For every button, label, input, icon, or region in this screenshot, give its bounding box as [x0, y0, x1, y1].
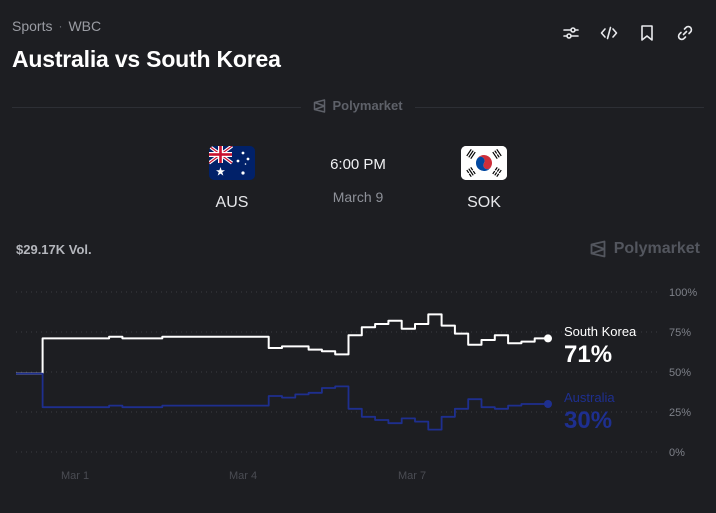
- x-tick-label: Mar 7: [398, 470, 426, 482]
- team-home[interactable]: AUS: [192, 146, 272, 212]
- south-korea-flag-icon: [461, 146, 507, 180]
- y-tick-label: 100%: [669, 287, 697, 299]
- series-line: [16, 313, 548, 375]
- match-time: 6:00 PM: [330, 156, 386, 173]
- australia-flag-icon: [209, 146, 255, 180]
- bookmark-button[interactable]: [636, 22, 658, 44]
- x-tick-label: Mar 4: [229, 470, 257, 482]
- breadcrumb: Sports · WBC: [12, 18, 101, 34]
- bookmark-icon: [641, 25, 653, 41]
- polymarket-brand-label: Polymarket: [332, 98, 403, 113]
- embed-button[interactable]: [598, 22, 620, 44]
- volume-label: $29.17K Vol.: [16, 242, 92, 257]
- copy-link-button[interactable]: [674, 22, 696, 44]
- series-name-label: South Korea: [564, 324, 637, 339]
- match-date: March 9: [332, 189, 384, 205]
- toolbar: [560, 22, 696, 44]
- x-tick-label: Mar 1: [61, 470, 89, 482]
- series-name-label: Australia: [564, 390, 615, 405]
- y-tick-label: 50%: [669, 367, 691, 379]
- price-chart[interactable]: 100% 75% 50% 25% 0% Mar 1 Mar 4 Mar 7 South Ko…: [0, 280, 716, 490]
- series-line: [16, 372, 548, 431]
- polymarket-logo-icon: [590, 240, 606, 258]
- team-away[interactable]: SOK: [444, 146, 524, 212]
- sliders-icon: [563, 27, 579, 39]
- breadcrumb-separator: ·: [58, 19, 63, 33]
- polymarket-logo-icon: [314, 98, 326, 113]
- series-endpoint: [544, 400, 552, 408]
- team-away-abbr: SOK: [467, 194, 501, 211]
- filter-button[interactable]: [560, 22, 582, 44]
- breadcrumb-sports[interactable]: Sports: [12, 18, 53, 34]
- series-value-label: 71%: [564, 341, 612, 368]
- series-value-label: 30%: [564, 407, 612, 434]
- team-home-abbr: AUS: [215, 194, 249, 211]
- link-icon: [677, 25, 693, 41]
- polymarket-watermark[interactable]: Polymarket: [590, 240, 700, 258]
- breadcrumb-wbc[interactable]: WBC: [68, 18, 102, 34]
- polymarket-watermark-label: Polymarket: [613, 240, 700, 257]
- y-tick-label: 0%: [669, 447, 685, 459]
- series-endpoint: [544, 334, 552, 343]
- y-tick-label: 75%: [669, 327, 691, 339]
- code-icon: [600, 26, 618, 40]
- y-tick-label: 25%: [669, 407, 691, 419]
- page-title: Australia vs South Korea: [12, 46, 281, 72]
- polymarket-brand[interactable]: Polymarket: [301, 98, 415, 113]
